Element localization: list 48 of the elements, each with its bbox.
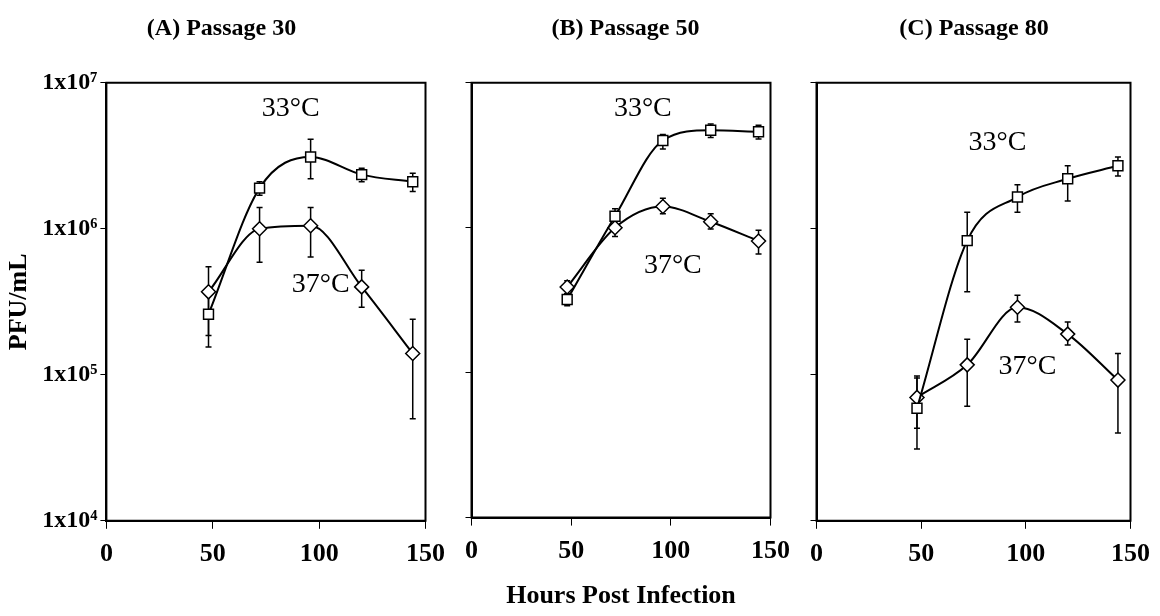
chart-title: (A) Passage 30 <box>146 13 297 40</box>
point <box>655 198 671 215</box>
point <box>202 308 215 320</box>
series-label: 33°C <box>968 125 1027 157</box>
point <box>609 210 621 222</box>
series-label: 37°C <box>291 267 350 299</box>
point <box>911 402 923 414</box>
point <box>353 279 370 295</box>
point <box>961 234 973 247</box>
series-label: 37°C <box>998 348 1057 380</box>
x-tick-label: 100 <box>1006 538 1046 568</box>
point <box>302 217 319 234</box>
point <box>1112 160 1124 172</box>
point <box>200 284 217 300</box>
point <box>1062 173 1074 185</box>
point <box>959 357 975 373</box>
y-tick-label: 1x10⁶ <box>42 214 98 240</box>
y-tick-label: 1x10⁵ <box>42 360 98 386</box>
point <box>702 213 719 230</box>
x-tick-label: 50 <box>558 534 585 564</box>
point <box>1011 191 1024 203</box>
point <box>404 345 421 362</box>
x-tick-label: 100 <box>299 538 339 568</box>
point <box>407 176 419 188</box>
x-tick-label: 50 <box>199 538 226 568</box>
x-tick-label: 100 <box>651 534 691 564</box>
x-axis-title: Hours Post Infection <box>506 580 737 610</box>
x-tick-label: 150 <box>751 534 790 564</box>
point <box>1059 326 1076 342</box>
chart-title: (B) Passage 50 <box>551 13 700 40</box>
y-axis-title: PFU/mL <box>3 253 33 351</box>
series-label: 33°C <box>261 91 320 123</box>
x-tick-label: 150 <box>1111 538 1150 568</box>
x-tick-label: 150 <box>406 538 445 568</box>
point <box>750 233 767 249</box>
series-label: 37°C <box>643 247 702 279</box>
point <box>251 221 268 237</box>
x-tick-label: 0 <box>465 534 478 564</box>
x-tick-label: 0 <box>99 538 113 568</box>
y-tick-label: 1x10⁷ <box>42 68 98 94</box>
point <box>1009 299 1026 316</box>
chart-title: (C) Passage 80 <box>899 13 1049 40</box>
point <box>304 151 317 163</box>
y-tick-label: 1x10⁴ <box>42 506 98 532</box>
x-tick-label: 50 <box>908 538 935 568</box>
x-tick-label: 0 <box>810 538 823 568</box>
series-label: 33°C <box>613 91 672 123</box>
point <box>1110 372 1126 388</box>
